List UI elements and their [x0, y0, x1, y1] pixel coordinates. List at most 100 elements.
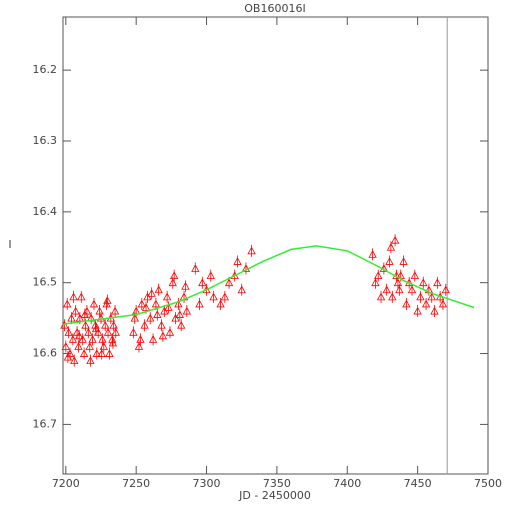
data-point: [96, 312, 106, 325]
data-point: [388, 290, 397, 303]
data-point: [64, 326, 73, 339]
data-point: [91, 319, 100, 332]
chart-title: OB160016I: [244, 2, 305, 15]
data-point: [182, 305, 192, 318]
y-axis-label: I: [8, 238, 11, 251]
data-point: [237, 283, 246, 296]
data-point: [233, 255, 242, 268]
x-tick-label: 7200: [52, 477, 80, 490]
y-tick-label: 16.3: [33, 134, 58, 147]
data-point: [71, 305, 80, 318]
data-point: [86, 354, 95, 367]
data-point: [63, 351, 73, 364]
data-point: [195, 297, 204, 310]
plot-frame: [62, 16, 489, 475]
data-point: [430, 305, 439, 318]
data-point: [441, 283, 450, 296]
y-tick-label: 16.5: [33, 276, 58, 289]
data-point: [410, 269, 419, 282]
data-point: [137, 297, 146, 310]
data-point: [165, 326, 175, 339]
data-point: [108, 336, 118, 349]
data-point: [75, 329, 84, 342]
data-point: [216, 297, 225, 310]
data-point: [376, 290, 386, 303]
data-point: [177, 319, 186, 332]
y-tick-label: 16.7: [33, 417, 58, 430]
x-tick-label: 7500: [474, 477, 502, 490]
data-point: [374, 269, 383, 282]
data-point: [140, 319, 149, 332]
data-point: [175, 308, 184, 321]
data-point: [153, 308, 162, 321]
data-point: [191, 262, 200, 275]
data-point: [368, 248, 377, 261]
data-point: [170, 269, 179, 282]
x-axis-label: JD - 2450000: [238, 489, 311, 502]
data-point: [61, 340, 70, 353]
data-point: [98, 333, 107, 346]
data-point: [92, 347, 101, 360]
data-point: [77, 290, 86, 303]
data-point: [89, 297, 99, 310]
data-point: [111, 326, 120, 339]
data-point: [95, 305, 104, 318]
data-point: [162, 290, 172, 303]
data-point: [109, 319, 118, 332]
data-point: [91, 322, 101, 335]
x-tick-label: 7350: [263, 477, 291, 490]
data-point: [209, 290, 218, 303]
data-point: [80, 308, 89, 321]
data-point: [110, 305, 120, 318]
y-tick-label: 16.4: [33, 205, 58, 218]
data-point: [146, 312, 155, 325]
data-point: [402, 297, 411, 310]
data-point: [129, 326, 138, 339]
data-point: [433, 276, 442, 289]
data-point: [147, 287, 156, 300]
x-tick-label: 7400: [333, 477, 361, 490]
data-point: [67, 312, 76, 325]
model-curve: [62, 245, 475, 326]
data-point: [99, 340, 108, 353]
data-point: [390, 234, 400, 247]
data-point: [413, 305, 422, 318]
data-point: [136, 333, 145, 346]
data-point: [97, 347, 106, 360]
data-point: [88, 333, 97, 346]
data-point: [416, 290, 425, 303]
data-point: [419, 276, 428, 289]
x-tick-label: 7250: [122, 477, 150, 490]
data-point: [103, 326, 113, 339]
data-point: [105, 347, 114, 360]
data-points: [60, 234, 450, 367]
data-point: [79, 347, 89, 360]
data-point: [68, 333, 78, 346]
data-point: [438, 297, 448, 310]
data-point: [395, 283, 404, 296]
data-point: [60, 319, 69, 332]
data-point: [220, 290, 230, 303]
data-point: [63, 297, 72, 310]
data-point: [70, 354, 79, 367]
data-point: [84, 326, 93, 339]
data-point: [181, 280, 190, 293]
data-point: [154, 283, 163, 296]
data-point: [148, 333, 158, 346]
y-tick-label: 16.6: [33, 347, 58, 360]
data-point: [407, 283, 417, 296]
data-point: [157, 319, 166, 332]
data-point: [164, 301, 173, 314]
data-point: [198, 276, 207, 289]
data-point: [158, 329, 168, 342]
data-point: [399, 255, 408, 268]
x-tick-label: 7300: [193, 477, 221, 490]
data-point: [103, 294, 112, 307]
data-point: [206, 269, 215, 282]
x-tick-label: 7450: [404, 477, 432, 490]
data-point: [385, 255, 394, 268]
data-point: [101, 319, 110, 332]
data-point: [421, 297, 431, 310]
data-point: [174, 297, 183, 310]
